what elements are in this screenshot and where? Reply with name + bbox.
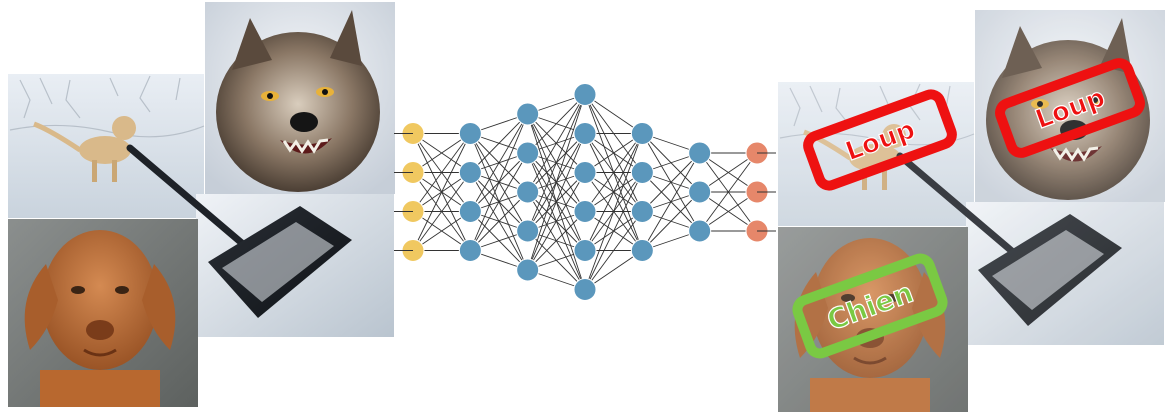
connection-l1-2-0 (469, 113, 529, 212)
hidden-neuron-l3-1 (573, 122, 597, 145)
connection-l3-4-0 (584, 133, 643, 251)
hidden-neuron-l3-2 (573, 161, 597, 184)
connection-l3-5-1 (584, 172, 643, 290)
hidden-neuron-l2-4 (516, 258, 540, 282)
connection-l0-3-0 (412, 133, 471, 251)
connection-l2-1-0 (527, 94, 586, 154)
hidden-neuron-l4-3 (630, 239, 654, 262)
hidden-neuron-l2-3 (516, 219, 540, 243)
connection-l3-5-2 (584, 211, 643, 290)
hidden-neuron-l4-0 (630, 122, 654, 145)
connection-l0-1-0 (412, 133, 471, 173)
hidden-neuron-l1-1 (458, 161, 482, 184)
connection-l2-3-0 (527, 94, 586, 232)
input-photo-collage (8, 2, 395, 407)
hidden-neuron-l3-3 (573, 200, 597, 223)
connection-l2-4-0 (527, 94, 586, 271)
hidden-neuron-l2-1 (516, 141, 540, 165)
hidden-neuron-l3-4 (573, 239, 597, 262)
connection-l3-5-3 (584, 250, 643, 290)
hidden-neuron-l5-2 (688, 219, 712, 243)
hidden-neuron-l1-2 (458, 200, 482, 223)
connection-l5-2-1 (699, 191, 758, 232)
connection-l0-3-1 (412, 172, 471, 251)
hidden-neuron-l3-0 (573, 83, 597, 106)
connection-l2-4-1 (527, 133, 586, 271)
connection-l0-3-2 (412, 211, 471, 251)
connection-l1-1-0 (470, 113, 528, 173)
hidden-neuron-l2-2 (516, 180, 540, 204)
connection-l1-3-2 (470, 191, 528, 251)
connection-l0-2-0 (412, 133, 471, 212)
connection-l5-1-0 (699, 152, 758, 193)
connection-l3-0-0 (584, 94, 643, 134)
connection-l3-5-0 (584, 133, 643, 290)
connection-l2-4-2 (527, 172, 586, 271)
connection-l2-4-3 (527, 211, 586, 271)
connection-l1-3-0 (469, 113, 529, 251)
hidden-neuron-l3-5 (573, 278, 597, 301)
connection-l3-3-0 (584, 133, 643, 212)
io-connector-lines (394, 133, 776, 251)
connection-l3-2-0 (584, 133, 643, 173)
hidden-neuron-l1-0 (458, 122, 482, 145)
hidden-neuron-l2-0 (516, 102, 540, 126)
connection-l1-3-1 (469, 152, 529, 251)
hidden-neuron-l5-0 (688, 141, 712, 165)
connection-l4-3-1 (642, 191, 700, 251)
connection-l2-2-0 (527, 94, 586, 193)
hidden-neuron-l4-1 (630, 161, 654, 184)
hidden-neuron-l1-3 (458, 239, 482, 262)
connection-l5-2-0 (699, 152, 758, 232)
hidden-neuron-l4-2 (630, 200, 654, 223)
hidden-neuron-l5-1 (688, 180, 712, 204)
connection-l4-3-0 (641, 152, 701, 251)
connection-l4-2-0 (642, 152, 700, 212)
